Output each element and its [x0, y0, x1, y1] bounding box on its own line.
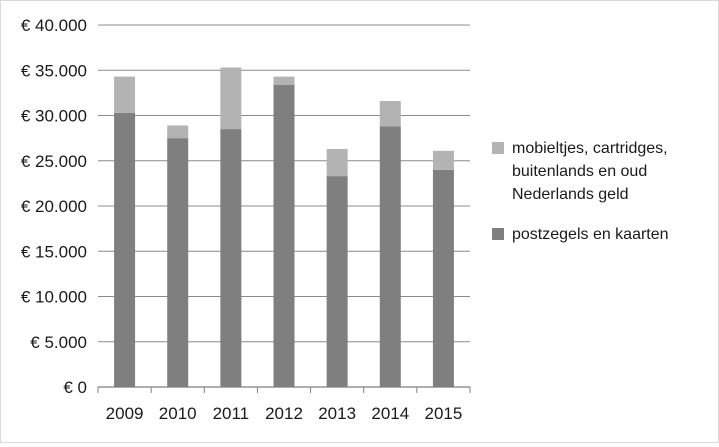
bar-segment-postzegels — [432, 169, 454, 387]
bars — [114, 67, 454, 388]
x-axis-tick-labels: 2009 2010 2011 2012 2013 2014 2015 — [106, 404, 463, 423]
y-tick-label: € 20.000 — [21, 197, 87, 216]
legend-swatch-mobieltjes — [492, 142, 504, 154]
legend-swatch-postzegels — [492, 228, 504, 240]
bar-segment-mobieltjes — [432, 150, 454, 170]
y-tick-label: € 30.000 — [21, 107, 87, 126]
y-axis-tick-labels: € 0 € 5.000 € 10.000 € 15.000 € 20.000 € 25.0… — [21, 16, 87, 397]
x-tick-label: 2015 — [425, 404, 463, 423]
bar-segment-mobieltjes — [379, 101, 401, 127]
bar-segment-mobieltjes — [326, 148, 348, 177]
x-tick-label: 2010 — [159, 404, 197, 423]
y-tick-label: € 25.000 — [21, 152, 87, 171]
x-tick-label: 2014 — [371, 404, 409, 423]
y-tick-label: € 0 — [63, 378, 87, 397]
bar-segment-postzegels — [379, 126, 401, 388]
y-tick-label: € 10.000 — [21, 288, 87, 307]
bar-segment-mobieltjes — [114, 76, 136, 113]
bar-segment-mobieltjes — [220, 67, 242, 130]
bar-segment-postzegels — [167, 138, 189, 387]
y-tick-label: € 5.000 — [30, 333, 87, 352]
bar-segment-mobieltjes — [167, 125, 189, 139]
bar-segment-postzegels — [273, 84, 295, 387]
legend-label-line: postzegels en kaarten — [512, 226, 669, 243]
x-axis — [97, 386, 471, 393]
y-tick-label: € 35.000 — [21, 61, 87, 80]
x-tick-label: 2009 — [106, 404, 144, 423]
x-tick-label: 2012 — [265, 404, 303, 423]
bar-segment-postzegels — [326, 176, 348, 387]
legend-label-line: Nederlands geld — [512, 186, 629, 203]
legend: mobieltjes, cartridges, buitenlands en ou… — [492, 140, 669, 243]
bar-segment-mobieltjes — [273, 76, 295, 85]
y-tick-label: € 40.000 — [21, 16, 87, 35]
legend-label-postzegels: postzegels en kaarten — [512, 226, 669, 243]
bar-segment-postzegels — [220, 129, 242, 387]
y-tick-label: € 15.000 — [21, 242, 87, 261]
legend-label-line: buitenlands en oud — [512, 163, 647, 180]
x-tick-label: 2013 — [318, 404, 356, 423]
bar-segment-postzegels — [114, 112, 136, 387]
x-tick-label: 2011 — [213, 404, 250, 423]
legend-label-mobieltjes: mobieltjes, cartridges, buitenlands en ou… — [512, 140, 668, 203]
legend-label-line: mobieltjes, cartridges, — [512, 140, 668, 157]
